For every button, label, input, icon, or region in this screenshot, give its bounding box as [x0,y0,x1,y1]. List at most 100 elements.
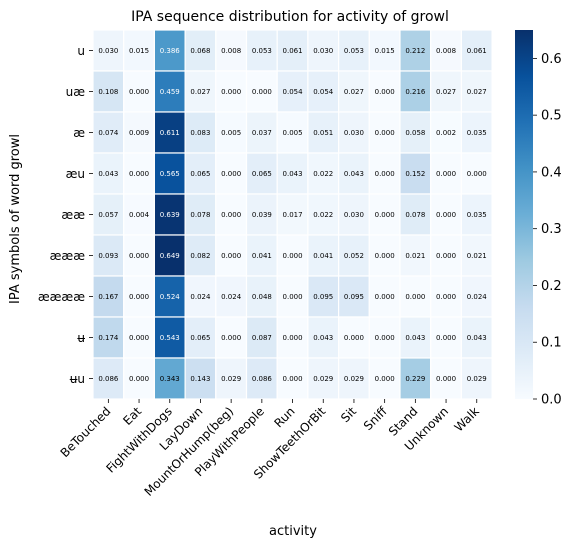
cell-value-label: 0.065 [190,170,210,178]
cell-value-label: 0.000 [283,252,303,260]
heatmap-cell [307,70,340,113]
heatmap-cell [184,275,217,318]
x-tick-label: Sit [338,404,359,425]
heatmap-cell [184,70,217,113]
colorbar-tick-label: 0.5 [541,109,562,124]
cell-value-label: 0.216 [405,88,426,96]
heatmap-cell [276,316,309,359]
cell-value-label: 0.611 [160,129,180,137]
cell-value-label: 0.024 [467,293,488,301]
cell-value-label: 0.008 [221,47,241,55]
cell-value-label: 0.027 [344,88,364,96]
heatmap-cell [460,234,493,277]
heatmap-cell [184,234,217,277]
cell-value-label: 0.021 [405,252,425,260]
heatmap-cell [338,70,370,113]
cell-value-label: 0.043 [467,334,487,342]
cell-value-label: 0.030 [344,129,364,137]
heatmap-cell [338,152,370,195]
chart-title: IPA sequence distribution for activity o… [131,9,449,25]
cell-value-label: 0.058 [405,129,425,137]
cell-value-label: 0.027 [436,88,456,96]
y-tick-label: æ [73,126,85,140]
cell-value-label: 0.000 [129,293,149,301]
cell-value-label: 0.039 [252,211,272,219]
cell-value-label: 0.009 [129,129,149,137]
heatmap-cell [399,111,432,154]
heatmap-cell [399,275,432,318]
heatmap-cell [153,193,186,236]
heatmap-cell [338,275,370,318]
cell-value-label: 0.005 [283,129,303,137]
cell-value-label: 0.000 [283,293,303,301]
heatmap-cell [245,70,278,113]
cell-value-label: 0.043 [98,170,118,178]
cell-value-label: 0.000 [129,375,149,383]
heatmap-cell [92,275,125,318]
heatmap-cell [184,357,217,400]
y-tick-label: ææææ [38,290,85,304]
heatmap-cell [368,29,401,72]
y-tick-label: æææ [50,249,86,263]
heatmap-cell [215,316,248,359]
cell-value-label: 0.000 [283,334,303,342]
x-tick-labels: BeTouched EatFightWithDogsLayDownMountOrH… [58,399,482,499]
cell-value-label: 0.017 [283,211,303,219]
cell-value-label: 0.459 [160,88,180,96]
heatmap-cell [153,70,186,113]
cell-value-label: 0.005 [221,129,241,137]
cell-value-label: 0.000 [221,211,241,219]
cell-value-label: 0.024 [221,293,242,301]
heatmap-cell [153,275,186,318]
x-axis-label: activity [269,524,317,539]
heatmap-cell [276,152,309,195]
cell-value-label: 0.000 [252,88,272,96]
y-tick-label: æu [66,167,85,181]
heatmap-cell [368,234,401,277]
heatmap-cell [307,357,340,400]
cell-value-label: 0.000 [375,211,395,219]
cell-value-label: 0.027 [190,88,210,96]
cell-value-label: 0.174 [98,334,119,342]
cell-value-label: 0.043 [405,334,425,342]
heatmap-cell [245,29,278,72]
cell-value-label: 0.000 [221,88,241,96]
heatmap-cell [460,275,493,318]
cell-value-label: 0.002 [436,129,456,137]
cell-value-label: 0.229 [405,375,425,383]
cell-value-label: 0.000 [375,129,395,137]
heatmap-cell [399,152,432,195]
heatmap-cell [245,152,278,195]
cell-value-label: 0.029 [313,375,333,383]
cell-value-label: 0.152 [405,170,425,178]
cell-value-label: 0.051 [313,129,333,137]
y-tick-label: u [77,44,85,58]
cell-value-label: 0.021 [467,252,487,260]
heatmap-cell [368,111,401,154]
y-axis-label: IPA symbols of word growl [8,134,23,304]
x-tick-label: Run [271,404,297,430]
cell-value-label: 0.087 [252,334,272,342]
heatmap-cell [123,234,155,277]
heatmap-cell [399,234,432,277]
cell-value-label: 0.061 [283,47,303,55]
colorbar-ticks: 0.0 0.1 0.2 0.3 0.4 0.5 0.6 [533,52,562,408]
heatmap-cell [460,193,493,236]
heatmap-cell [307,316,340,359]
cell-value-label: 0.000 [129,88,149,96]
cell-value-label: 0.524 [160,293,181,301]
heatmap-cell [307,152,340,195]
cell-value-label: 0.000 [283,375,303,383]
cell-value-label: 0.082 [190,252,210,260]
heatmap-cell [92,357,125,400]
x-tick-label: BeTouched [58,404,114,460]
cell-value-label: 0.000 [375,293,395,301]
cell-value-label: 0.000 [436,375,456,383]
heatmap-cell [184,193,217,236]
cell-value-label: 0.043 [344,170,364,178]
cell-value-label: 0.030 [344,211,364,219]
cell-value-label: 0.000 [436,293,456,301]
cell-value-label: 0.000 [405,293,425,301]
cell-value-label: 0.000 [375,252,395,260]
